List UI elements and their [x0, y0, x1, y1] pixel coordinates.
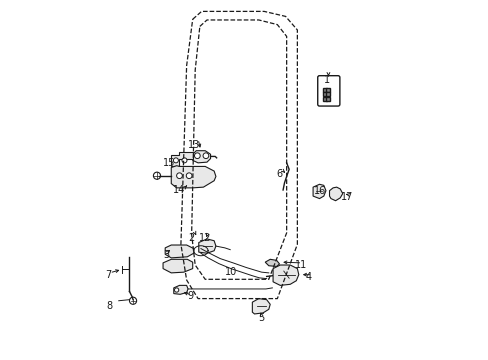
Text: 8: 8 — [106, 301, 112, 311]
Circle shape — [174, 288, 179, 292]
Text: 17: 17 — [341, 192, 353, 202]
Text: 16: 16 — [313, 186, 325, 197]
Polygon shape — [171, 152, 192, 166]
Text: 12: 12 — [199, 233, 211, 243]
Circle shape — [153, 172, 160, 179]
Polygon shape — [192, 151, 210, 163]
Text: 5: 5 — [258, 312, 264, 323]
Polygon shape — [165, 245, 193, 258]
Text: 15: 15 — [163, 158, 175, 168]
Polygon shape — [198, 239, 216, 253]
Text: 4: 4 — [305, 272, 311, 282]
Circle shape — [129, 297, 136, 304]
Polygon shape — [252, 298, 270, 314]
Text: 7: 7 — [105, 270, 111, 280]
FancyBboxPatch shape — [317, 76, 339, 106]
Polygon shape — [171, 166, 216, 188]
Circle shape — [186, 173, 192, 179]
Text: 14: 14 — [173, 185, 185, 195]
Text: 13: 13 — [187, 140, 200, 150]
Circle shape — [203, 153, 208, 158]
Polygon shape — [264, 259, 279, 266]
Polygon shape — [329, 187, 342, 201]
Circle shape — [194, 153, 200, 158]
Polygon shape — [312, 184, 325, 199]
Polygon shape — [272, 265, 298, 285]
Text: 9: 9 — [187, 291, 193, 301]
Text: 1: 1 — [323, 75, 329, 85]
Text: 10: 10 — [224, 267, 237, 277]
Polygon shape — [163, 259, 192, 273]
Circle shape — [173, 158, 178, 163]
Text: 11: 11 — [294, 260, 306, 270]
Polygon shape — [173, 285, 188, 294]
Text: 2: 2 — [188, 233, 194, 243]
Circle shape — [182, 158, 186, 163]
Text: 6: 6 — [276, 168, 282, 179]
Text: 3: 3 — [163, 250, 169, 260]
Circle shape — [176, 173, 182, 179]
